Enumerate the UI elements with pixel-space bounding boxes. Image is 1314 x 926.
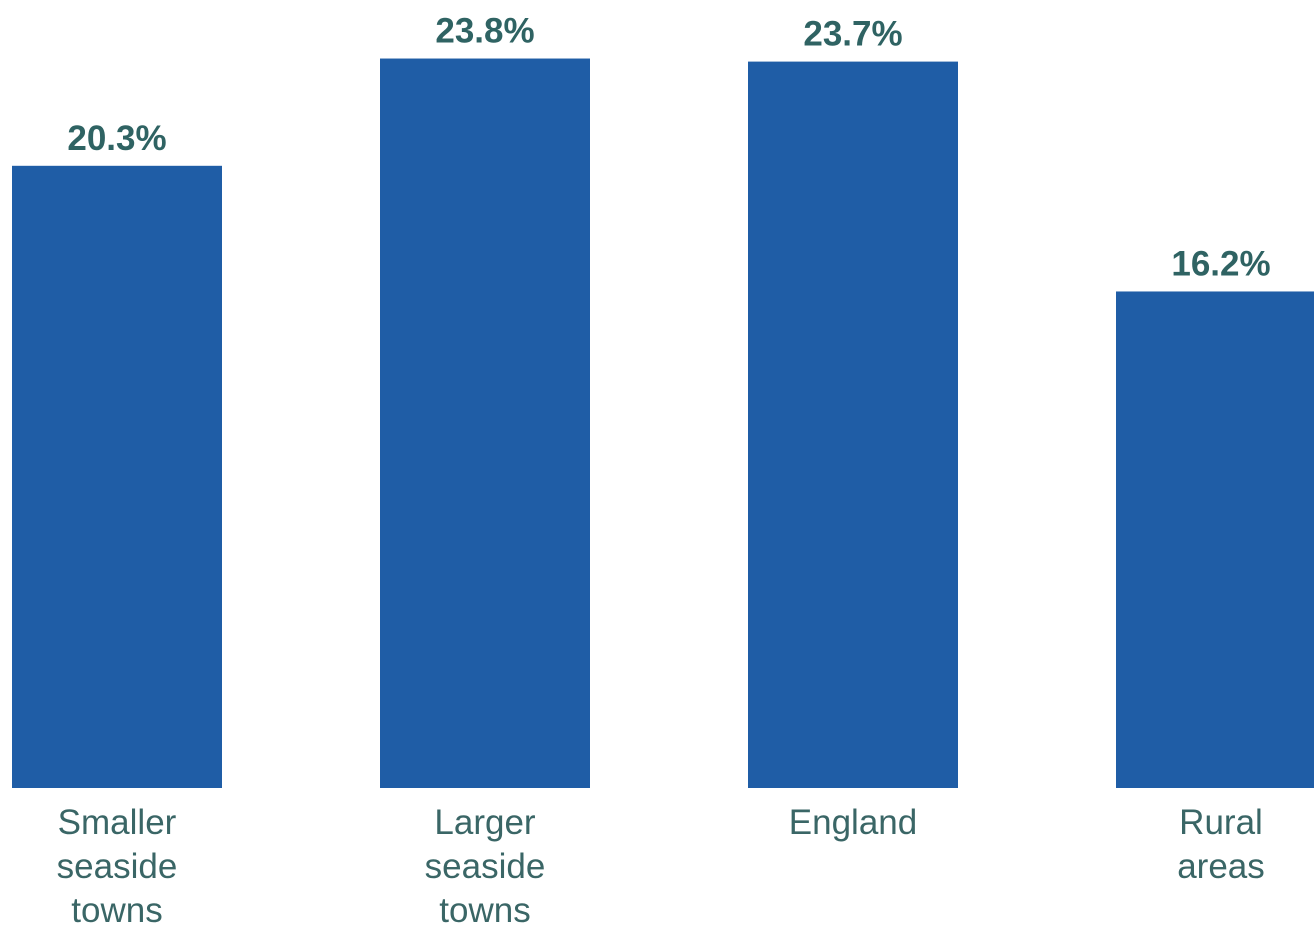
value-labels-group: 20.3% 23.8% 23.7% 16.2% [67, 12, 1270, 284]
category-label-line: areas [1177, 847, 1265, 886]
category-label-line: Rural [1179, 803, 1263, 842]
category-label-line: Smaller [58, 803, 177, 842]
bar-3 [748, 61, 958, 789]
category-label-line: seaside [57, 847, 178, 886]
bar-1 [12, 165, 222, 788]
category-label-line: towns [439, 891, 530, 926]
category-label-2: Larger seaside towns [425, 803, 546, 926]
category-label-line: seaside [425, 847, 546, 886]
category-labels-group: Smaller seaside towns Larger seaside towns Eng… [57, 803, 1265, 926]
bar-4 [1116, 291, 1314, 788]
category-label-4: Rural areas [1177, 803, 1265, 886]
category-label-line: England [789, 803, 917, 842]
category-label-line: towns [71, 891, 162, 926]
category-label-line: Larger [434, 803, 536, 842]
value-label-4: 16.2% [1171, 244, 1270, 283]
category-label-3: England [789, 803, 917, 842]
value-label-3: 23.7% [803, 15, 902, 54]
bar-2 [380, 58, 590, 788]
category-label-1: Smaller seaside towns [57, 803, 178, 926]
value-label-1: 20.3% [67, 119, 166, 158]
value-label-2: 23.8% [435, 12, 534, 51]
bars-group [12, 58, 1314, 789]
